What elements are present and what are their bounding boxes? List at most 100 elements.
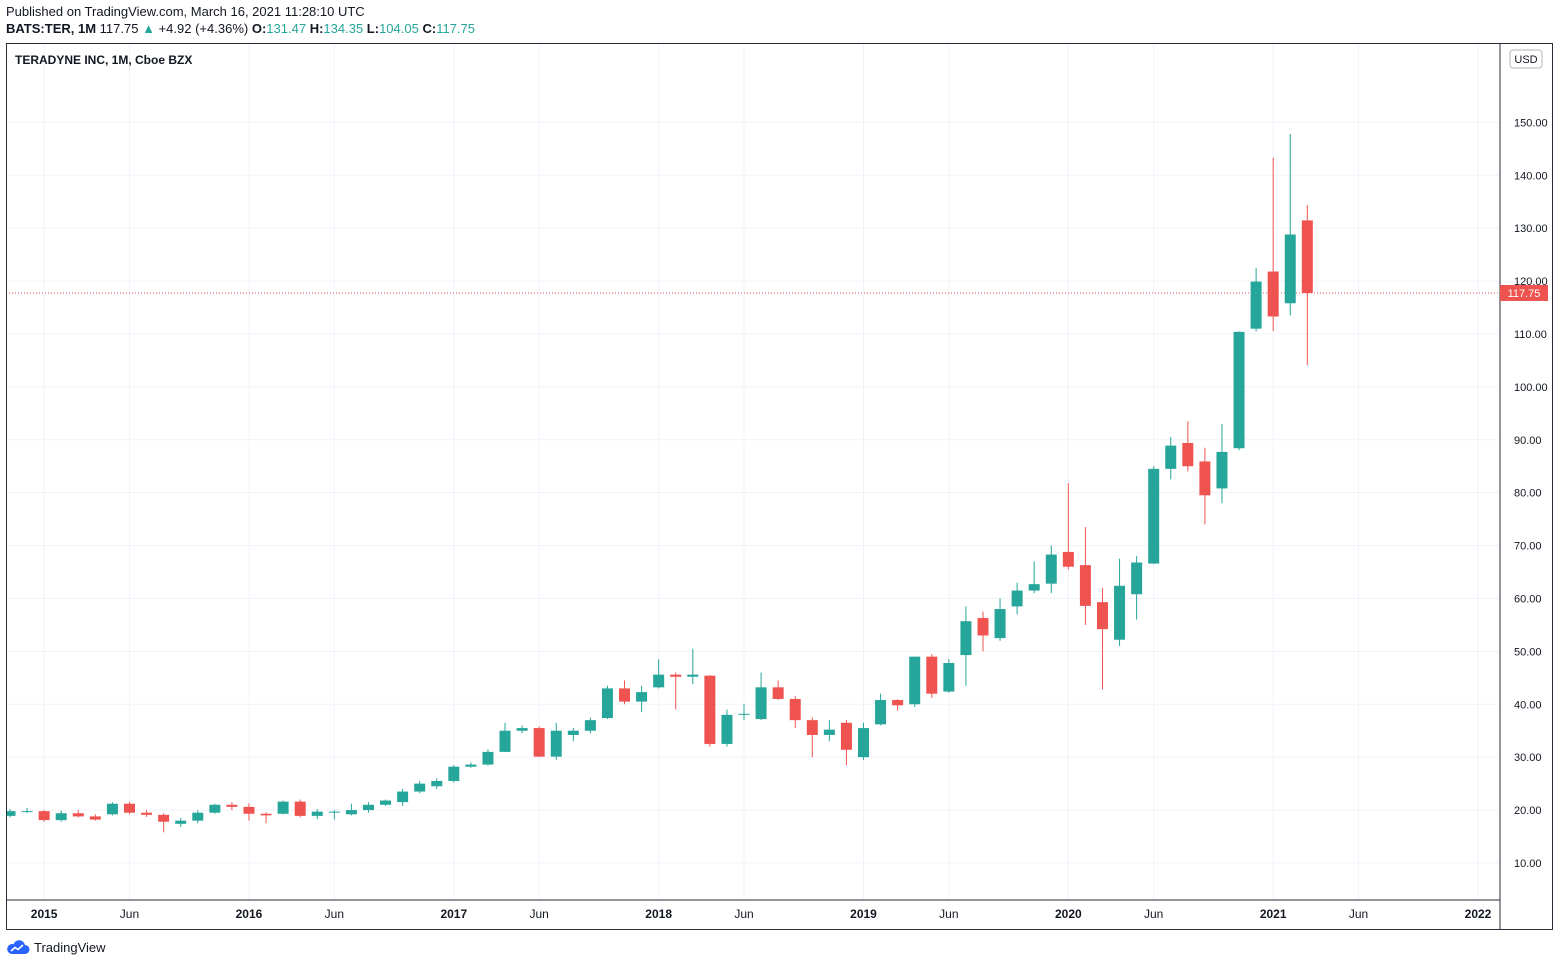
candle-body (994, 609, 1006, 639)
candle[interactable] (994, 598, 1006, 641)
candle[interactable] (738, 704, 750, 721)
candle[interactable] (567, 728, 579, 742)
candle[interactable] (670, 672, 682, 710)
candle[interactable] (294, 799, 306, 818)
candle[interactable] (277, 800, 289, 815)
candle-body (294, 801, 306, 816)
candle[interactable] (1284, 133, 1296, 316)
candle[interactable] (55, 810, 67, 822)
candle-body (414, 783, 426, 792)
candle[interactable] (448, 765, 460, 783)
candle[interactable] (619, 680, 631, 705)
candle[interactable] (550, 722, 562, 760)
brand-label: TradingView (34, 939, 106, 955)
last-price: 117.75 (99, 21, 139, 36)
candlestick-chart[interactable]: 10.00 20.00 30.00 40.00 50.00 60.00 70.00 80.00… (6, 43, 1553, 930)
candle[interactable] (1096, 587, 1108, 690)
candle[interactable] (1267, 157, 1279, 332)
candle[interactable] (687, 648, 699, 685)
candle[interactable] (345, 803, 357, 816)
candle[interactable] (926, 654, 938, 698)
candle[interactable] (72, 810, 84, 818)
candle[interactable] (1062, 483, 1074, 570)
candle[interactable] (260, 812, 272, 824)
candles[interactable] (6, 133, 1313, 833)
candle[interactable] (175, 818, 187, 827)
candle[interactable] (1182, 421, 1194, 472)
candle[interactable] (1165, 437, 1177, 480)
candle[interactable] (584, 717, 596, 734)
x-axis[interactable]: 2015 Jun 2016 Jun 2017 Jun 2018 Jun 2019 Jun 2020 J… (31, 907, 1492, 921)
candle[interactable] (943, 659, 955, 693)
candle[interactable] (397, 788, 409, 806)
y-axis[interactable]: 10.00 20.00 30.00 40.00 50.00 60.00 70.00 80.00… (1500, 117, 1548, 870)
candle[interactable] (653, 659, 665, 689)
candle[interactable] (1028, 561, 1040, 594)
candle[interactable] (106, 802, 118, 816)
y-tick-label: 60.00 (1514, 593, 1542, 605)
y-tick-label: 70.00 (1514, 541, 1542, 553)
candle[interactable] (516, 725, 528, 734)
candle[interactable] (226, 802, 238, 811)
candle[interactable] (636, 685, 648, 713)
candle[interactable] (772, 680, 784, 701)
high-value: 134.35 (323, 21, 364, 36)
candle[interactable] (875, 693, 887, 726)
high-key: H: (309, 21, 324, 36)
candle[interactable] (362, 802, 374, 813)
candle[interactable] (1045, 545, 1057, 594)
candle[interactable] (1079, 527, 1091, 625)
candle[interactable] (533, 726, 545, 758)
candle[interactable] (1148, 466, 1160, 565)
candle[interactable] (1216, 423, 1228, 504)
candle[interactable] (909, 656, 921, 707)
candle[interactable] (123, 802, 135, 815)
candle-body (158, 814, 170, 822)
candle[interactable] (431, 778, 443, 789)
candle[interactable] (499, 722, 511, 752)
candle[interactable] (380, 799, 392, 806)
candle[interactable] (141, 810, 153, 817)
currency-badge[interactable]: USD (1509, 49, 1543, 69)
candle[interactable] (21, 807, 33, 814)
candle[interactable] (1114, 558, 1126, 647)
candle[interactable] (38, 810, 50, 822)
candle-body (567, 730, 579, 735)
candle[interactable] (158, 813, 170, 833)
candle[interactable] (892, 698, 904, 711)
candle[interactable] (89, 814, 101, 821)
low-key: L: (366, 21, 380, 36)
candle[interactable] (704, 675, 716, 747)
candle[interactable] (755, 672, 767, 721)
candle[interactable] (482, 749, 494, 766)
candle[interactable] (858, 722, 869, 760)
candle[interactable] (6, 809, 16, 818)
candle[interactable] (328, 810, 340, 820)
candle[interactable] (209, 803, 221, 814)
candle-body (533, 728, 545, 757)
change-up-arrow-icon: ▲ (142, 21, 155, 36)
candle[interactable] (806, 717, 818, 758)
candle[interactable] (1131, 556, 1143, 620)
candle[interactable] (1301, 205, 1313, 366)
candle-body (619, 688, 631, 702)
candle[interactable] (789, 696, 801, 729)
candle[interactable] (465, 762, 477, 768)
candle[interactable] (721, 709, 733, 747)
candle[interactable] (1233, 331, 1245, 451)
candle[interactable] (840, 720, 852, 766)
tradingview-logo[interactable]: TradingView (6, 936, 106, 958)
candle[interactable] (243, 803, 255, 821)
candle[interactable] (823, 720, 835, 742)
candle[interactable] (311, 809, 323, 820)
y-tick-label: 20.00 (1514, 805, 1542, 817)
candle[interactable] (1199, 447, 1211, 525)
candle[interactable] (960, 606, 972, 686)
candle[interactable] (1250, 267, 1262, 332)
candle[interactable] (414, 780, 426, 794)
candle[interactable] (1011, 582, 1023, 615)
candle[interactable] (977, 611, 989, 652)
candle-body (943, 663, 955, 692)
candle[interactable] (192, 810, 204, 824)
candle[interactable] (601, 685, 613, 720)
